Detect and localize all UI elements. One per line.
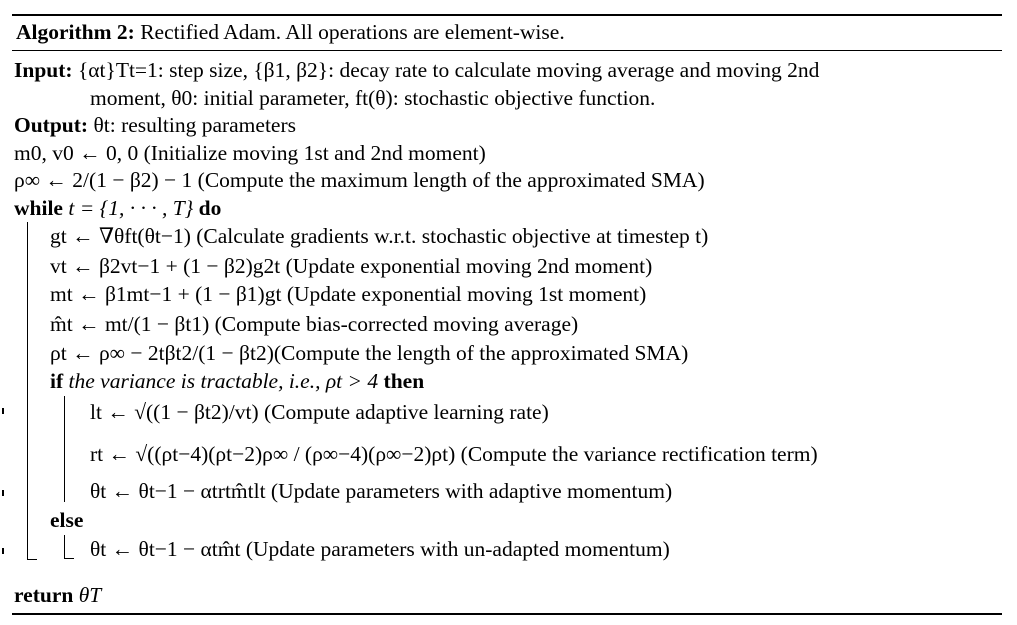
- algorithm-title-text: Rectified Adam. All operations are eleme…: [140, 20, 565, 44]
- margin-tick: [2, 490, 4, 496]
- if-condition: the variance is tractable, i.e., ρt > 4: [68, 369, 379, 393]
- algorithm-label: Algorithm 2:: [16, 20, 135, 44]
- else-keyword: else: [50, 508, 84, 532]
- input-text-1: {αt}Tt=1: step size, {β1, β2}: decay rat…: [77, 58, 820, 82]
- while-scope-hook: [27, 559, 37, 560]
- init-line-2: ρ∞ ← 2/(1 − β2) − 1 (Compute the maximum…: [14, 168, 705, 192]
- loop-body-line-3: mt ← β1mt−1 + (1 − β1)gt (Update exponen…: [50, 282, 647, 306]
- output-label: Output:: [14, 113, 89, 137]
- title-rule: [12, 50, 1002, 51]
- if-scope-bar: [64, 396, 65, 502]
- top-rule: [12, 14, 1002, 16]
- bottom-rule: [12, 613, 1002, 615]
- else-scope-hook: [64, 558, 74, 559]
- output-text: θt: resulting parameters: [93, 113, 296, 137]
- loop-body-line-4: m̂t ← mt/(1 − βt1) (Compute bias-correct…: [50, 312, 579, 336]
- while-keyword: while: [14, 196, 63, 220]
- input-label: Input:: [14, 58, 73, 82]
- input-line-1: Input: {αt}Tt=1: step size, {β1, β2}: de…: [14, 56, 819, 84]
- return-keyword: return: [14, 583, 74, 607]
- loop-body-line-1: gt ← ∇θft(θt−1) (Calculate gradients w.r…: [50, 224, 709, 248]
- loop-body-line-5: ρt ← ρ∞ − 2tβt2/(1 − βt2)(Compute the le…: [50, 341, 689, 365]
- return-line: return θT: [14, 581, 101, 609]
- if-body-line-3: θt ← θt−1 − αtrtm̂tlt (Update parameters…: [90, 479, 673, 503]
- algorithm-title: Algorithm 2: Rectified Adam. All operati…: [16, 17, 565, 47]
- loop-body-line-2: vt ← β2vt−1 + (1 − β2)g2t (Update expone…: [50, 254, 653, 278]
- else-body-line-1: θt ← θt−1 − αtm̂t (Update parameters wit…: [90, 537, 670, 561]
- if-keyword: if: [50, 369, 64, 393]
- margin-tick: [2, 408, 4, 414]
- while-condition: t = {1, · · · , T}: [68, 196, 194, 220]
- else-line: else: [50, 506, 83, 534]
- while-scope-bar: [27, 222, 28, 560]
- return-value: θT: [78, 583, 102, 607]
- if-body-line-1: lt ← √((1 − βt2)/vt) (Compute adaptive l…: [90, 400, 549, 424]
- margin-tick: [2, 548, 4, 554]
- if-line: if the variance is tractable, i.e., ρt >…: [50, 367, 424, 395]
- else-scope-bar: [64, 535, 65, 559]
- while-line: while t = {1, · · · , T} do: [14, 194, 221, 222]
- input-line-2: moment, θ0: initial parameter, ft(θ): st…: [90, 86, 656, 110]
- do-keyword: do: [198, 196, 222, 220]
- init-line-1: m0, v0 ← 0, 0 (Initialize moving 1st and…: [14, 141, 486, 165]
- output-line: Output: θt: resulting parameters: [14, 111, 296, 139]
- then-keyword: then: [383, 369, 425, 393]
- if-body-line-2: rt ← √((ρt−4)(ρt−2)ρ∞ / (ρ∞−4)(ρ∞−2)ρt) …: [90, 442, 818, 466]
